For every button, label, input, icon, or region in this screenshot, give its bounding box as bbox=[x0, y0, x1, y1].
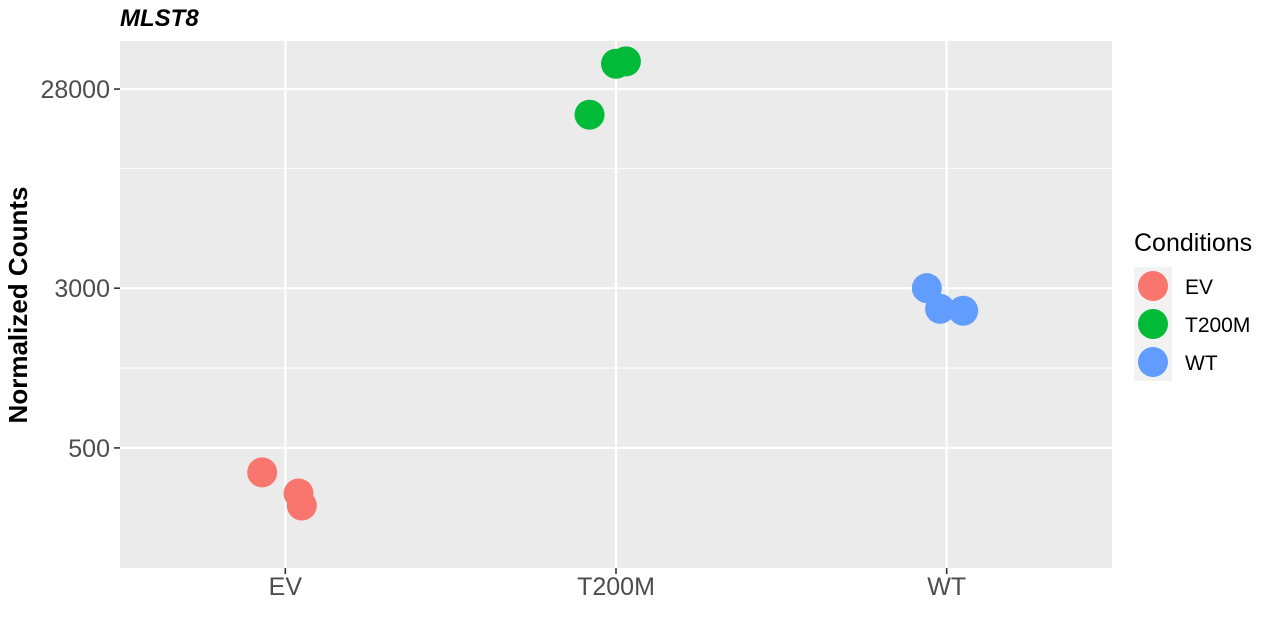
y-axis: 500 3000 28000 bbox=[40, 76, 120, 463]
data-points bbox=[247, 46, 979, 521]
legend: Conditions EV T200M WT bbox=[1134, 229, 1252, 381]
legend-key bbox=[1138, 309, 1168, 339]
data-point bbox=[610, 46, 641, 77]
legend-label: WT bbox=[1185, 352, 1218, 375]
data-point bbox=[948, 295, 979, 326]
legend-title: Conditions bbox=[1134, 229, 1252, 257]
legend-key bbox=[1138, 347, 1168, 377]
major-gridlines bbox=[120, 41, 1112, 568]
y-tick-label: 500 bbox=[68, 435, 110, 463]
legend-label: T200M bbox=[1185, 314, 1250, 337]
x-tick-label: T200M bbox=[577, 573, 655, 601]
y-tick-label: 28000 bbox=[40, 76, 110, 104]
y-axis-label: Normalized Counts bbox=[3, 187, 33, 424]
x-tick-label: WT bbox=[927, 573, 966, 601]
x-axis: EV T200M WT bbox=[269, 568, 966, 601]
x-tick-label: EV bbox=[269, 573, 303, 601]
legend-label: EV bbox=[1185, 276, 1213, 299]
data-point bbox=[286, 490, 317, 521]
data-point bbox=[574, 99, 605, 130]
legend-key bbox=[1138, 271, 1168, 301]
data-point bbox=[247, 457, 278, 488]
chart-title: MLST8 bbox=[120, 5, 199, 32]
y-tick-label: 3000 bbox=[54, 275, 110, 303]
data-point bbox=[925, 293, 956, 324]
